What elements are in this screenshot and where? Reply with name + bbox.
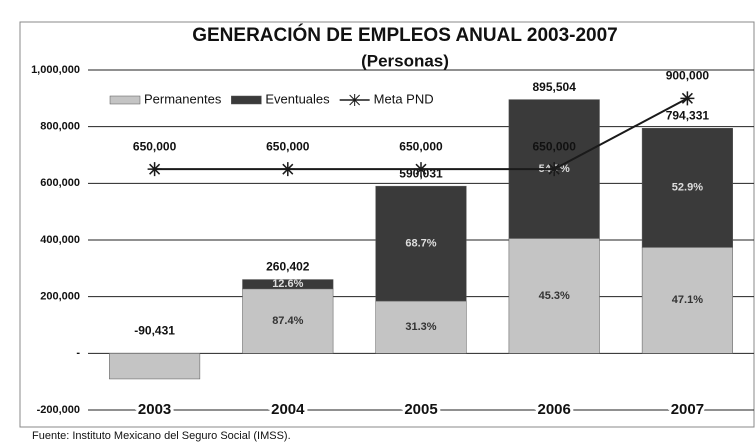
x-tick-label: 2004 [271,401,305,418]
total-label: -90,431 [134,324,175,338]
y-tick-label: - [76,347,80,359]
bar-segment [375,185,467,302]
line-value-label: 900,000 [666,69,710,83]
legend-label: Permanentes [144,91,222,106]
bar-segment [242,279,334,290]
chart-title: GENERACIÓN DE EMPLEOS ANUAL 2003-2007 [192,24,618,46]
line-marker [680,91,695,106]
line-marker [414,162,428,177]
y-tick-label: -200,000 [37,404,80,416]
line-marker [147,162,162,177]
source: Fuente: Instituto Mexicano del Seguro So… [32,430,291,442]
share-label: 68.7% [405,237,436,249]
frame [19,21,755,428]
x-tick-label: 2007 [671,401,704,418]
y-tick-label: 1,000,000 [31,64,80,76]
bar-segment [375,300,467,354]
line-value-label: 650,000 [399,139,443,153]
share-label: 31.3% [405,321,436,333]
legend-swatch [109,95,141,105]
bar-segment [109,353,201,380]
line-marker [547,162,562,177]
x-tick-label: 2006 [538,401,571,418]
line-value-label: 650,000 [533,139,577,153]
legend-label: Meta PND [374,91,434,106]
bar-segment [508,238,600,354]
chart-subtitle: (Personas) [361,51,449,70]
bar-segment [641,247,733,354]
y-tick-label: 200,000 [40,291,80,303]
legend-marker [349,94,361,106]
bar-segment [242,288,334,354]
total-label: 260,402 [266,260,310,274]
share-label: 52.9% [672,182,703,194]
y-tick-label: 600,000 [40,177,80,189]
share-label: 12.6% [272,278,303,290]
legend-swatch [231,95,262,105]
share-label: 47.1% [672,294,703,306]
total-label: 895,504 [533,80,577,94]
bar-segment [641,128,733,248]
line-marker [280,162,295,177]
line-value-label: 650,000 [266,139,310,153]
line-value-label: 650,000 [133,139,177,153]
share-label: 87.4% [272,315,303,327]
x-tick-label: 2003 [138,401,171,418]
share-label: 45.3% [539,290,570,302]
y-tick-label: 800,000 [40,121,80,133]
legend-label: Eventuales [265,91,330,106]
x-tick-label: 2005 [404,401,437,418]
total-label: 794,331 [666,108,710,122]
y-tick-label: 400,000 [40,234,80,246]
